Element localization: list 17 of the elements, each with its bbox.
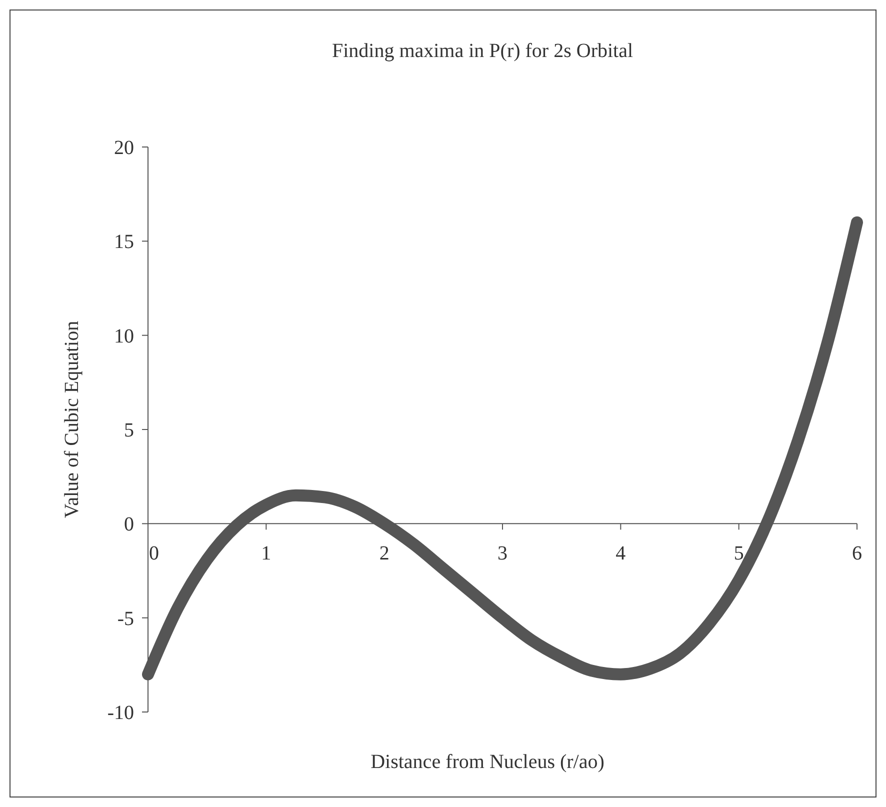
x-tick-label: 4 <box>616 542 626 565</box>
y-tick-label: -10 <box>107 702 134 724</box>
y-tick-label: 5 <box>124 420 134 442</box>
x-tick-label: 6 <box>852 542 862 565</box>
x-tick-label: 5 <box>734 542 744 565</box>
y-tick-label: 20 <box>114 137 134 159</box>
y-tick-label: -5 <box>117 608 134 630</box>
y-tick-label: 10 <box>114 325 134 348</box>
x-tick-label: 2 <box>379 542 390 565</box>
x-tick-label: 1 <box>261 542 272 565</box>
y-tick-label: 0 <box>124 514 134 536</box>
x-tick-label: 0 <box>149 542 159 565</box>
y-axis-title: Value of Cubic Equation <box>61 320 83 518</box>
x-tick-label: 3 <box>498 542 508 565</box>
x-axis-title: Distance from Nucleus (r/ao) <box>370 751 604 773</box>
y-tick-label: 15 <box>114 231 134 254</box>
chart-title: Finding maxima in P(r) for 2s Orbital <box>332 40 634 62</box>
